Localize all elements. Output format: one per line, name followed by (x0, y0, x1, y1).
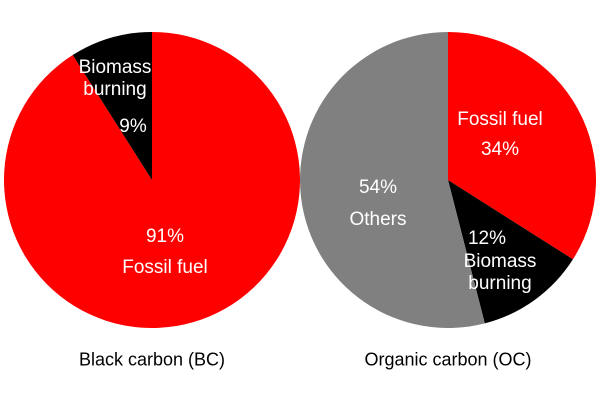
pie-slice (300, 32, 485, 328)
value-label: 91% (145, 226, 185, 247)
chart-title: Black carbon (BC) (78, 349, 226, 370)
value-label: 12% (467, 228, 507, 249)
pie-slice (448, 32, 596, 260)
slice-label: Fossil fuel (457, 109, 543, 130)
slice-label: Biomass burning (78, 57, 152, 100)
value-label: 9% (119, 116, 147, 137)
chart-title: Organic carbon (OC) (364, 349, 532, 370)
slice-label: Fossil fuel (122, 257, 208, 278)
slice-label: Others (349, 209, 407, 230)
pie-slice (3, 32, 300, 328)
pie-slice (448, 180, 573, 324)
pie-slice (72, 32, 152, 180)
value-label: 54% (358, 177, 398, 198)
value-label: 34% (480, 139, 520, 160)
slice-label: Biomass burning (463, 251, 537, 294)
